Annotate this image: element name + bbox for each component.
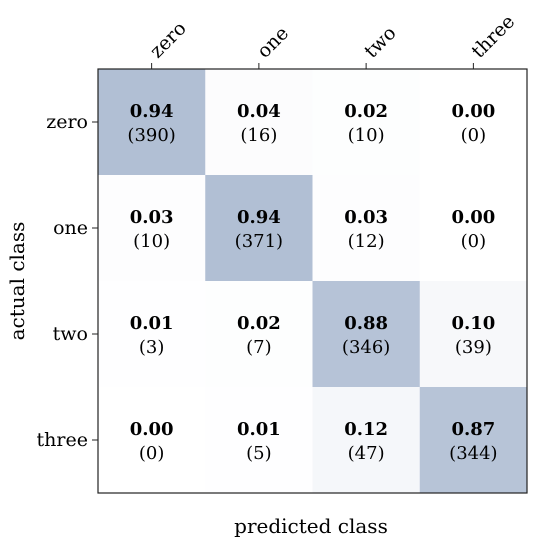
cell-zero-zero: [98, 69, 206, 176]
cell-two-three: [419, 281, 528, 388]
cell-count-label: (47): [348, 443, 385, 464]
y-axis-ticks: zero one two three: [37, 111, 98, 451]
matrix-cells: [98, 69, 528, 494]
cell-count-label: (3): [139, 337, 165, 358]
cell-value-label: 0.87: [451, 419, 495, 440]
x-axis-ticks: zero one two three: [146, 11, 519, 69]
plot-frame: [97, 68, 528, 494]
cell-two-two: [312, 281, 421, 388]
cell-count-label: (7): [246, 337, 272, 358]
cell-one-one: [205, 175, 313, 282]
cell-count-label: (5): [246, 443, 272, 464]
x-axis-label: predicted class: [234, 514, 388, 538]
cell-value-label: 0.10: [451, 313, 495, 334]
cell-three-three: [419, 387, 528, 494]
matrix-cell-labels: 0.94 (390) 0.04 (16) 0.02 (10) 0.00 (0) 0.03 (10)…: [127, 101, 497, 464]
x-tick-label: two: [360, 22, 401, 63]
cell-count-label: (0): [461, 125, 487, 146]
cell-three-zero: [98, 387, 206, 494]
cell-one-zero: [98, 175, 206, 282]
cell-value-label: 0.03: [344, 207, 388, 228]
cell-zero-two: [312, 69, 421, 176]
cell-value-label: 0.04: [237, 101, 281, 122]
y-tick-label: one: [53, 217, 88, 239]
x-tick-label: one: [253, 22, 293, 62]
cell-value-label: 0.88: [344, 313, 388, 334]
cell-count-label: (371): [235, 231, 283, 252]
cell-zero-three: [419, 69, 528, 176]
cell-count-label: (346): [342, 337, 390, 358]
cell-three-two: [312, 387, 421, 494]
cell-value-label: 0.94: [237, 207, 281, 228]
x-tick-label: three: [467, 11, 519, 63]
cell-value-label: 0.12: [344, 419, 388, 440]
cell-two-zero: [98, 281, 206, 388]
cell-count-label: (12): [348, 231, 385, 252]
cell-one-three: [419, 175, 528, 282]
cell-count-label: (344): [449, 443, 497, 464]
cell-value-label: 0.00: [130, 419, 174, 440]
cell-count-label: (10): [348, 125, 385, 146]
cell-value-label: 0.94: [130, 101, 174, 122]
cell-value-label: 0.00: [451, 207, 495, 228]
cell-count-label: (0): [139, 443, 165, 464]
y-tick-label: zero: [46, 111, 88, 133]
y-tick-label: two: [53, 323, 88, 345]
cell-count-label: (390): [127, 125, 175, 146]
cell-value-label: 0.02: [344, 101, 388, 122]
cell-one-two: [312, 175, 421, 282]
y-tick-label: three: [37, 429, 88, 451]
cell-value-label: 0.00: [451, 101, 495, 122]
cell-count-label: (39): [455, 337, 492, 358]
cell-value-label: 0.03: [130, 207, 174, 228]
cell-value-label: 0.01: [130, 313, 174, 334]
cell-count-label: (10): [133, 231, 170, 252]
x-tick-label: zero: [146, 17, 191, 62]
cell-count-label: (0): [461, 231, 487, 252]
cell-zero-one: [205, 69, 313, 176]
cell-count-label: (16): [240, 125, 277, 146]
cell-value-label: 0.02: [237, 313, 281, 334]
y-axis-label: actual class: [5, 222, 29, 341]
cell-value-label: 0.01: [237, 419, 281, 440]
cell-two-one: [205, 281, 313, 388]
cell-three-one: [205, 387, 313, 494]
